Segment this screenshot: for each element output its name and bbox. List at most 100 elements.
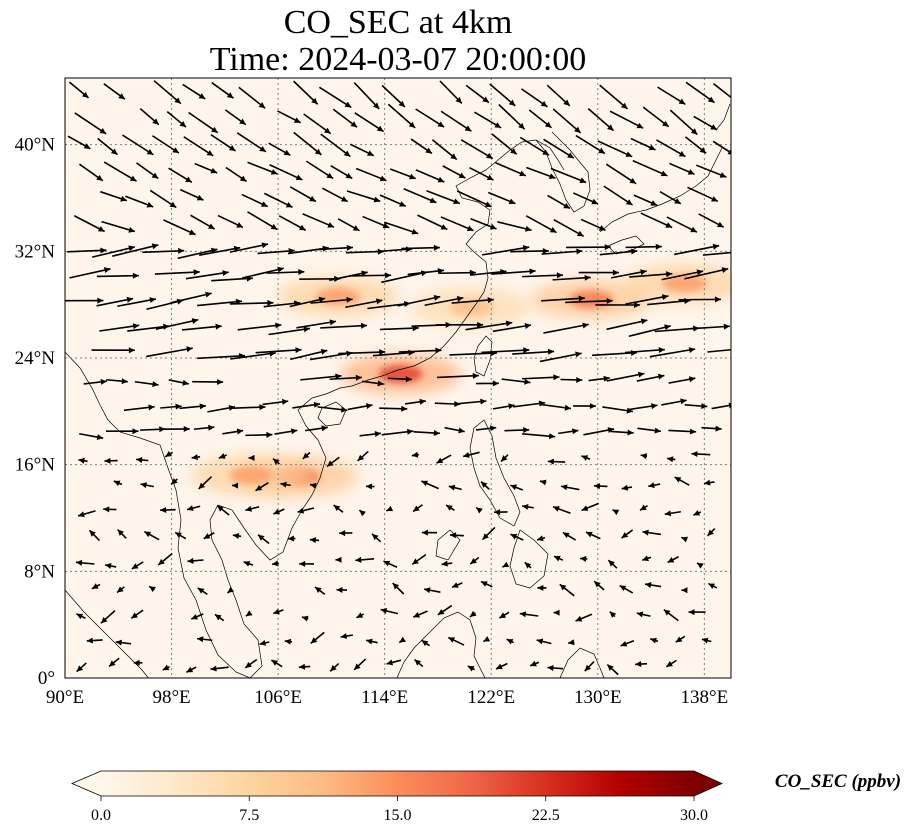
wind-arrow	[684, 136, 707, 154]
wind-arrow	[305, 160, 334, 180]
wind-arrow	[290, 348, 328, 361]
wind-arrow	[437, 372, 479, 379]
wind-arrow	[245, 431, 273, 438]
wind-arrow	[232, 404, 266, 411]
wind-arrow	[280, 481, 291, 488]
wind-arrow	[297, 507, 315, 514]
wind-arrow	[115, 639, 132, 646]
wind-arrow	[624, 347, 665, 354]
wind-arrow	[389, 168, 416, 180]
wind-arrow	[122, 134, 154, 156]
wind-arrow	[457, 398, 487, 405]
wind-arrow	[232, 533, 242, 539]
wind-arrow	[197, 636, 213, 643]
wind-arrow	[136, 456, 149, 463]
wind-arrow	[423, 587, 441, 594]
wind-arrow	[163, 219, 196, 236]
wind-arrow	[134, 380, 159, 388]
wind-arrow	[320, 322, 368, 329]
wind-arrow	[481, 526, 496, 541]
wind-arrow	[255, 347, 302, 354]
wind-arrow	[630, 137, 656, 151]
wind-arrow	[73, 215, 106, 233]
wind-arrow	[91, 583, 101, 590]
wind-arrow	[193, 424, 215, 431]
wind-arrow	[547, 458, 566, 465]
wind-arrow	[398, 636, 406, 644]
wind-arrow	[404, 398, 426, 405]
wind-arrow	[661, 398, 687, 406]
wind-arrow	[113, 480, 123, 487]
wind-arrow	[593, 483, 608, 490]
wind-arrow	[133, 659, 143, 666]
wind-arrow	[277, 110, 301, 124]
wind-arrow	[502, 561, 510, 568]
wind-arrow	[552, 274, 591, 281]
wind-arrow	[103, 83, 126, 100]
wind-arrow	[465, 84, 490, 104]
wind-arrow	[495, 662, 508, 670]
wind-arrow	[412, 610, 428, 618]
wind-arrow	[157, 552, 173, 566]
wind-arrow	[214, 613, 225, 622]
wind-arrow	[668, 376, 696, 384]
wind-arrow	[628, 324, 671, 338]
wind-arrow	[585, 531, 601, 540]
wind-arrow	[245, 505, 260, 512]
wind-arrow	[238, 86, 266, 109]
wind-arrow	[166, 111, 187, 128]
wind-arrow	[187, 557, 204, 564]
wind-arrow	[274, 428, 298, 435]
wind-arrow	[229, 242, 269, 253]
wind-arrow	[491, 268, 536, 275]
wind-arrow	[345, 298, 383, 309]
wind-arrow	[483, 636, 491, 643]
longitude-tick-label: 122°E	[467, 687, 515, 708]
wind-arrow	[329, 270, 368, 282]
wind-arrow	[426, 190, 461, 205]
wind-arrow	[602, 406, 634, 414]
wind-arrow	[67, 135, 91, 150]
wind-arrow	[440, 216, 474, 232]
wind-arrow	[580, 555, 588, 562]
wind-arrow	[117, 297, 157, 308]
wind-arrow	[688, 609, 706, 616]
colorbar-tick-label: 7.5	[239, 807, 259, 824]
wind-arrow	[599, 248, 638, 256]
wind-arrow	[606, 663, 619, 676]
colorbar: 0.0 7.5 15.0 22.5 30.0 CO_SEC (ppbv)	[70, 770, 901, 824]
wind-arrow	[633, 194, 658, 207]
wind-arrow	[329, 662, 340, 672]
latitude-tick-label: 16°N	[15, 455, 56, 476]
wind-arrow	[436, 321, 484, 328]
wind-arrow	[625, 294, 669, 305]
wind-arrow	[491, 133, 518, 155]
wind-arrow	[501, 378, 531, 385]
wind-arrow	[492, 403, 515, 410]
wind-arrow	[300, 373, 342, 381]
longitude-tick-label: 138°E	[681, 687, 729, 708]
wind-arrow	[547, 664, 564, 671]
wind-arrow	[101, 220, 136, 233]
wind-arrow	[578, 269, 619, 276]
wind-arrow	[76, 613, 86, 620]
colorbar-tick-label: 15.0	[384, 807, 412, 824]
wind-arrow	[318, 86, 352, 109]
wind-arrow	[125, 195, 154, 208]
wind-arrow	[487, 191, 516, 205]
wind-arrow	[142, 247, 185, 254]
wind-arrow	[86, 637, 103, 644]
wind-arrow	[289, 296, 326, 308]
wind-arrow	[460, 139, 494, 160]
wind-arrow	[123, 404, 155, 412]
wind-arrow	[431, 139, 458, 161]
wind-arrow	[609, 610, 617, 618]
wind-arrow	[666, 216, 698, 233]
wind-arrow	[321, 187, 349, 203]
wind-arrow	[108, 657, 120, 668]
wind-arrow	[397, 294, 441, 307]
wind-arrow	[674, 243, 720, 256]
wind-arrow	[440, 110, 472, 132]
wind-arrow	[379, 405, 408, 412]
wind-arrow	[383, 560, 398, 568]
